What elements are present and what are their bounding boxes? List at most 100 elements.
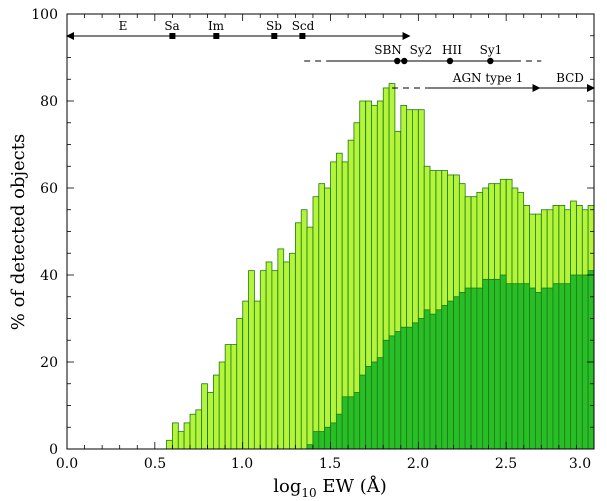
bar-light — [236, 318, 244, 450]
bar-light — [212, 374, 220, 450]
bar-light — [195, 409, 203, 450]
bar-dark — [447, 300, 454, 450]
label-agn-type1: AGN type 1 — [452, 71, 523, 85]
galaxy-type-annotations: E Sa Im Sb Scd SBN Sy2 HII Sy1 AGN type … — [66, 19, 595, 92]
y-axis-label: % of detected objects — [8, 134, 29, 330]
x-tick-label: 1.0 — [231, 456, 253, 472]
bar-dark — [517, 283, 525, 450]
bar-light — [218, 361, 226, 450]
bar-dark — [312, 431, 320, 450]
hubble-marker — [271, 33, 278, 39]
bar-light — [324, 187, 331, 450]
bar-light — [248, 270, 255, 450]
x-tick-label: 0.0 — [56, 456, 78, 472]
x-tick-label: 0.5 — [144, 456, 166, 472]
bar-dark — [359, 374, 366, 450]
bar-light — [300, 209, 308, 450]
hubble-marker — [169, 33, 176, 39]
bar-dark — [482, 278, 489, 450]
x-axis-label-rest: EW (Å) — [317, 475, 387, 497]
label-e: E — [119, 19, 128, 33]
bar-dark — [347, 396, 355, 450]
bar-dark — [417, 318, 425, 450]
bar-dark — [376, 357, 384, 450]
label-sbn: SBN — [374, 43, 402, 57]
label-scd: Scd — [292, 19, 315, 33]
y-tick-label: 0 — [49, 442, 58, 458]
bar-dark — [505, 283, 513, 450]
bar-light — [318, 183, 326, 450]
bar-dark — [388, 335, 396, 450]
bar-dark — [523, 283, 531, 450]
x-tick-labels: 0.0 0.5 1.0 1.5 2.0 2.5 3.0 — [56, 456, 591, 472]
hubble-marker — [299, 33, 306, 39]
axis-ticks — [66, 13, 595, 450]
label-hii: HII — [442, 43, 462, 57]
label-sb: Sb — [266, 19, 282, 33]
bar-dark — [464, 287, 472, 450]
y-tick-label: 20 — [40, 355, 58, 371]
bar-dark — [511, 283, 519, 450]
bar-light — [289, 252, 296, 450]
x-axis-label-log: log — [273, 476, 301, 497]
bar-dark — [552, 283, 560, 450]
bar-light — [183, 422, 191, 450]
hubble-marker — [213, 33, 220, 39]
bar-dark — [412, 322, 419, 450]
agn-marker — [446, 57, 454, 65]
label-im: Im — [208, 19, 225, 33]
bar-dark — [453, 296, 460, 450]
bar-dark — [406, 326, 413, 450]
bar-dark — [335, 413, 343, 450]
bar-dark — [441, 305, 449, 450]
y-tick-labels: 0 20 40 60 80 100 — [31, 7, 58, 458]
bar-dark — [488, 278, 495, 450]
y-tick-label: 60 — [40, 181, 58, 197]
agn-marker — [487, 57, 494, 65]
bar-light — [277, 248, 285, 450]
agn-marker — [401, 57, 408, 65]
bar-dark — [458, 291, 466, 450]
label-sa: Sa — [164, 19, 179, 33]
bar-light — [283, 261, 290, 450]
bar-dark — [494, 278, 501, 450]
bar-dark — [324, 426, 331, 450]
bar-light — [177, 431, 185, 450]
bar-dark — [476, 287, 484, 450]
x-tick-label: 3.0 — [569, 456, 591, 472]
bar-dark — [540, 287, 548, 450]
bar-dark — [570, 274, 577, 450]
bar-dark — [499, 274, 507, 450]
bar-dark — [470, 287, 478, 450]
bar-dark — [318, 431, 326, 450]
y-tick-label: 80 — [40, 94, 58, 110]
x-tick-label: 2.5 — [495, 456, 517, 472]
bar-light — [312, 196, 320, 450]
bar-light — [306, 226, 314, 450]
bar-light — [295, 222, 302, 450]
bar-dark — [371, 361, 378, 450]
y-tick-label: 100 — [31, 7, 58, 23]
label-bcd: BCD — [556, 71, 584, 85]
label-sy1: Sy1 — [480, 43, 503, 57]
bar-dark — [534, 291, 542, 450]
bar-dark — [558, 283, 566, 450]
bar-dark — [429, 313, 437, 450]
bar-light — [335, 152, 343, 450]
bar-dark — [353, 392, 361, 450]
bar-light — [189, 413, 197, 450]
bar-dark — [529, 287, 536, 450]
agn-marker — [394, 57, 401, 65]
bar-light — [172, 422, 179, 450]
bar-light — [242, 300, 249, 450]
label-sy2: Sy2 — [410, 43, 433, 57]
x-tick-label: 1.5 — [319, 456, 341, 472]
bars-dark-series — [306, 270, 595, 450]
bar-dark — [394, 331, 402, 450]
bar-light — [201, 383, 208, 450]
bar-dark — [576, 274, 583, 450]
bar-light — [259, 270, 267, 450]
bar-dark — [306, 444, 314, 450]
bar-light — [230, 344, 238, 450]
